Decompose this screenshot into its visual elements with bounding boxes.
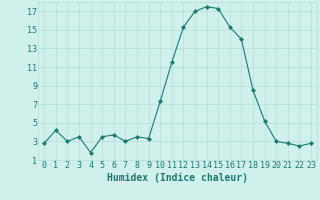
X-axis label: Humidex (Indice chaleur): Humidex (Indice chaleur) [107,173,248,183]
